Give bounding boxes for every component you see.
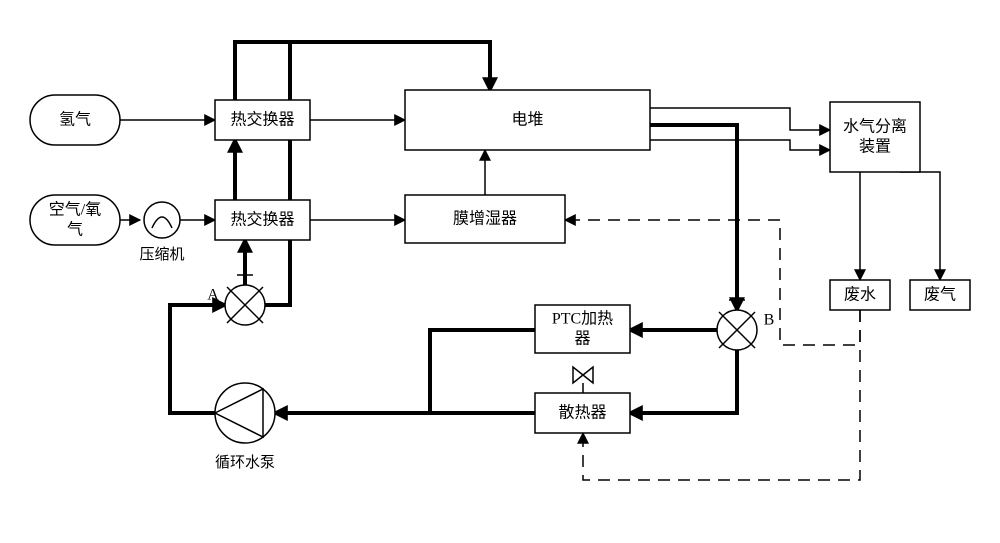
node-humidifier: 膜增湿器	[405, 195, 565, 243]
svg-text:电堆: 电堆	[511, 111, 543, 129]
svg-text:热交换器: 热交换器	[230, 111, 294, 129]
edge-pump-to-valveA	[170, 305, 225, 413]
svg-text:水气分离: 水气分离	[843, 118, 907, 136]
svg-text:废气: 废气	[924, 286, 956, 304]
node-pump: 循环水泵	[215, 383, 275, 471]
svg-text:循环水泵: 循环水泵	[215, 454, 275, 471]
svg-text:空气/氧: 空气/氧	[49, 201, 101, 219]
edge-valveB-to-rad	[630, 350, 737, 413]
node-heat_exchanger_2: 热交换器	[215, 200, 310, 240]
node-heat_exchanger_1: 热交换器	[215, 100, 310, 140]
svg-text:气: 气	[67, 221, 83, 239]
svg-text:废水: 废水	[844, 286, 876, 304]
svg-text:压缩机: 压缩机	[139, 246, 184, 263]
svg-text:PTC加热: PTC加热	[552, 310, 613, 328]
node-ptc_heater: PTC加热器	[535, 305, 630, 353]
svg-text:热交换器: 热交换器	[230, 211, 294, 229]
node-air_oxygen: 空气/氧气	[30, 195, 120, 245]
node-hydrogen: 氢气	[30, 95, 120, 145]
node-wastewater: 废水	[830, 280, 890, 310]
svg-text:散热器: 散热器	[558, 404, 606, 422]
edge-stack-to-sep-bot	[650, 140, 830, 150]
node-stack: 电堆	[405, 90, 650, 150]
node-radiator: 散热器	[535, 393, 630, 433]
svg-text:器: 器	[574, 330, 590, 348]
edge-sep-to-exh	[900, 172, 940, 280]
svg-text:B: B	[764, 312, 775, 329]
svg-text:A: A	[207, 287, 219, 304]
node-exhaust: 废气	[910, 280, 970, 310]
node-valve_a: A	[207, 275, 265, 325]
edge-stack-out-thick	[650, 125, 737, 310]
svg-text:氢气: 氢气	[59, 111, 91, 129]
node-compressor: 压缩机	[139, 202, 184, 263]
node-separator: 水气分离装置	[830, 102, 920, 172]
svg-text:装置: 装置	[859, 138, 891, 156]
node-fan	[573, 367, 593, 393]
edge-ptc-to-join	[430, 330, 535, 413]
node-valve_b: B	[717, 300, 774, 350]
edge-valveA-to-hx1r	[265, 240, 290, 305]
svg-text:膜增湿器: 膜增湿器	[453, 210, 517, 228]
